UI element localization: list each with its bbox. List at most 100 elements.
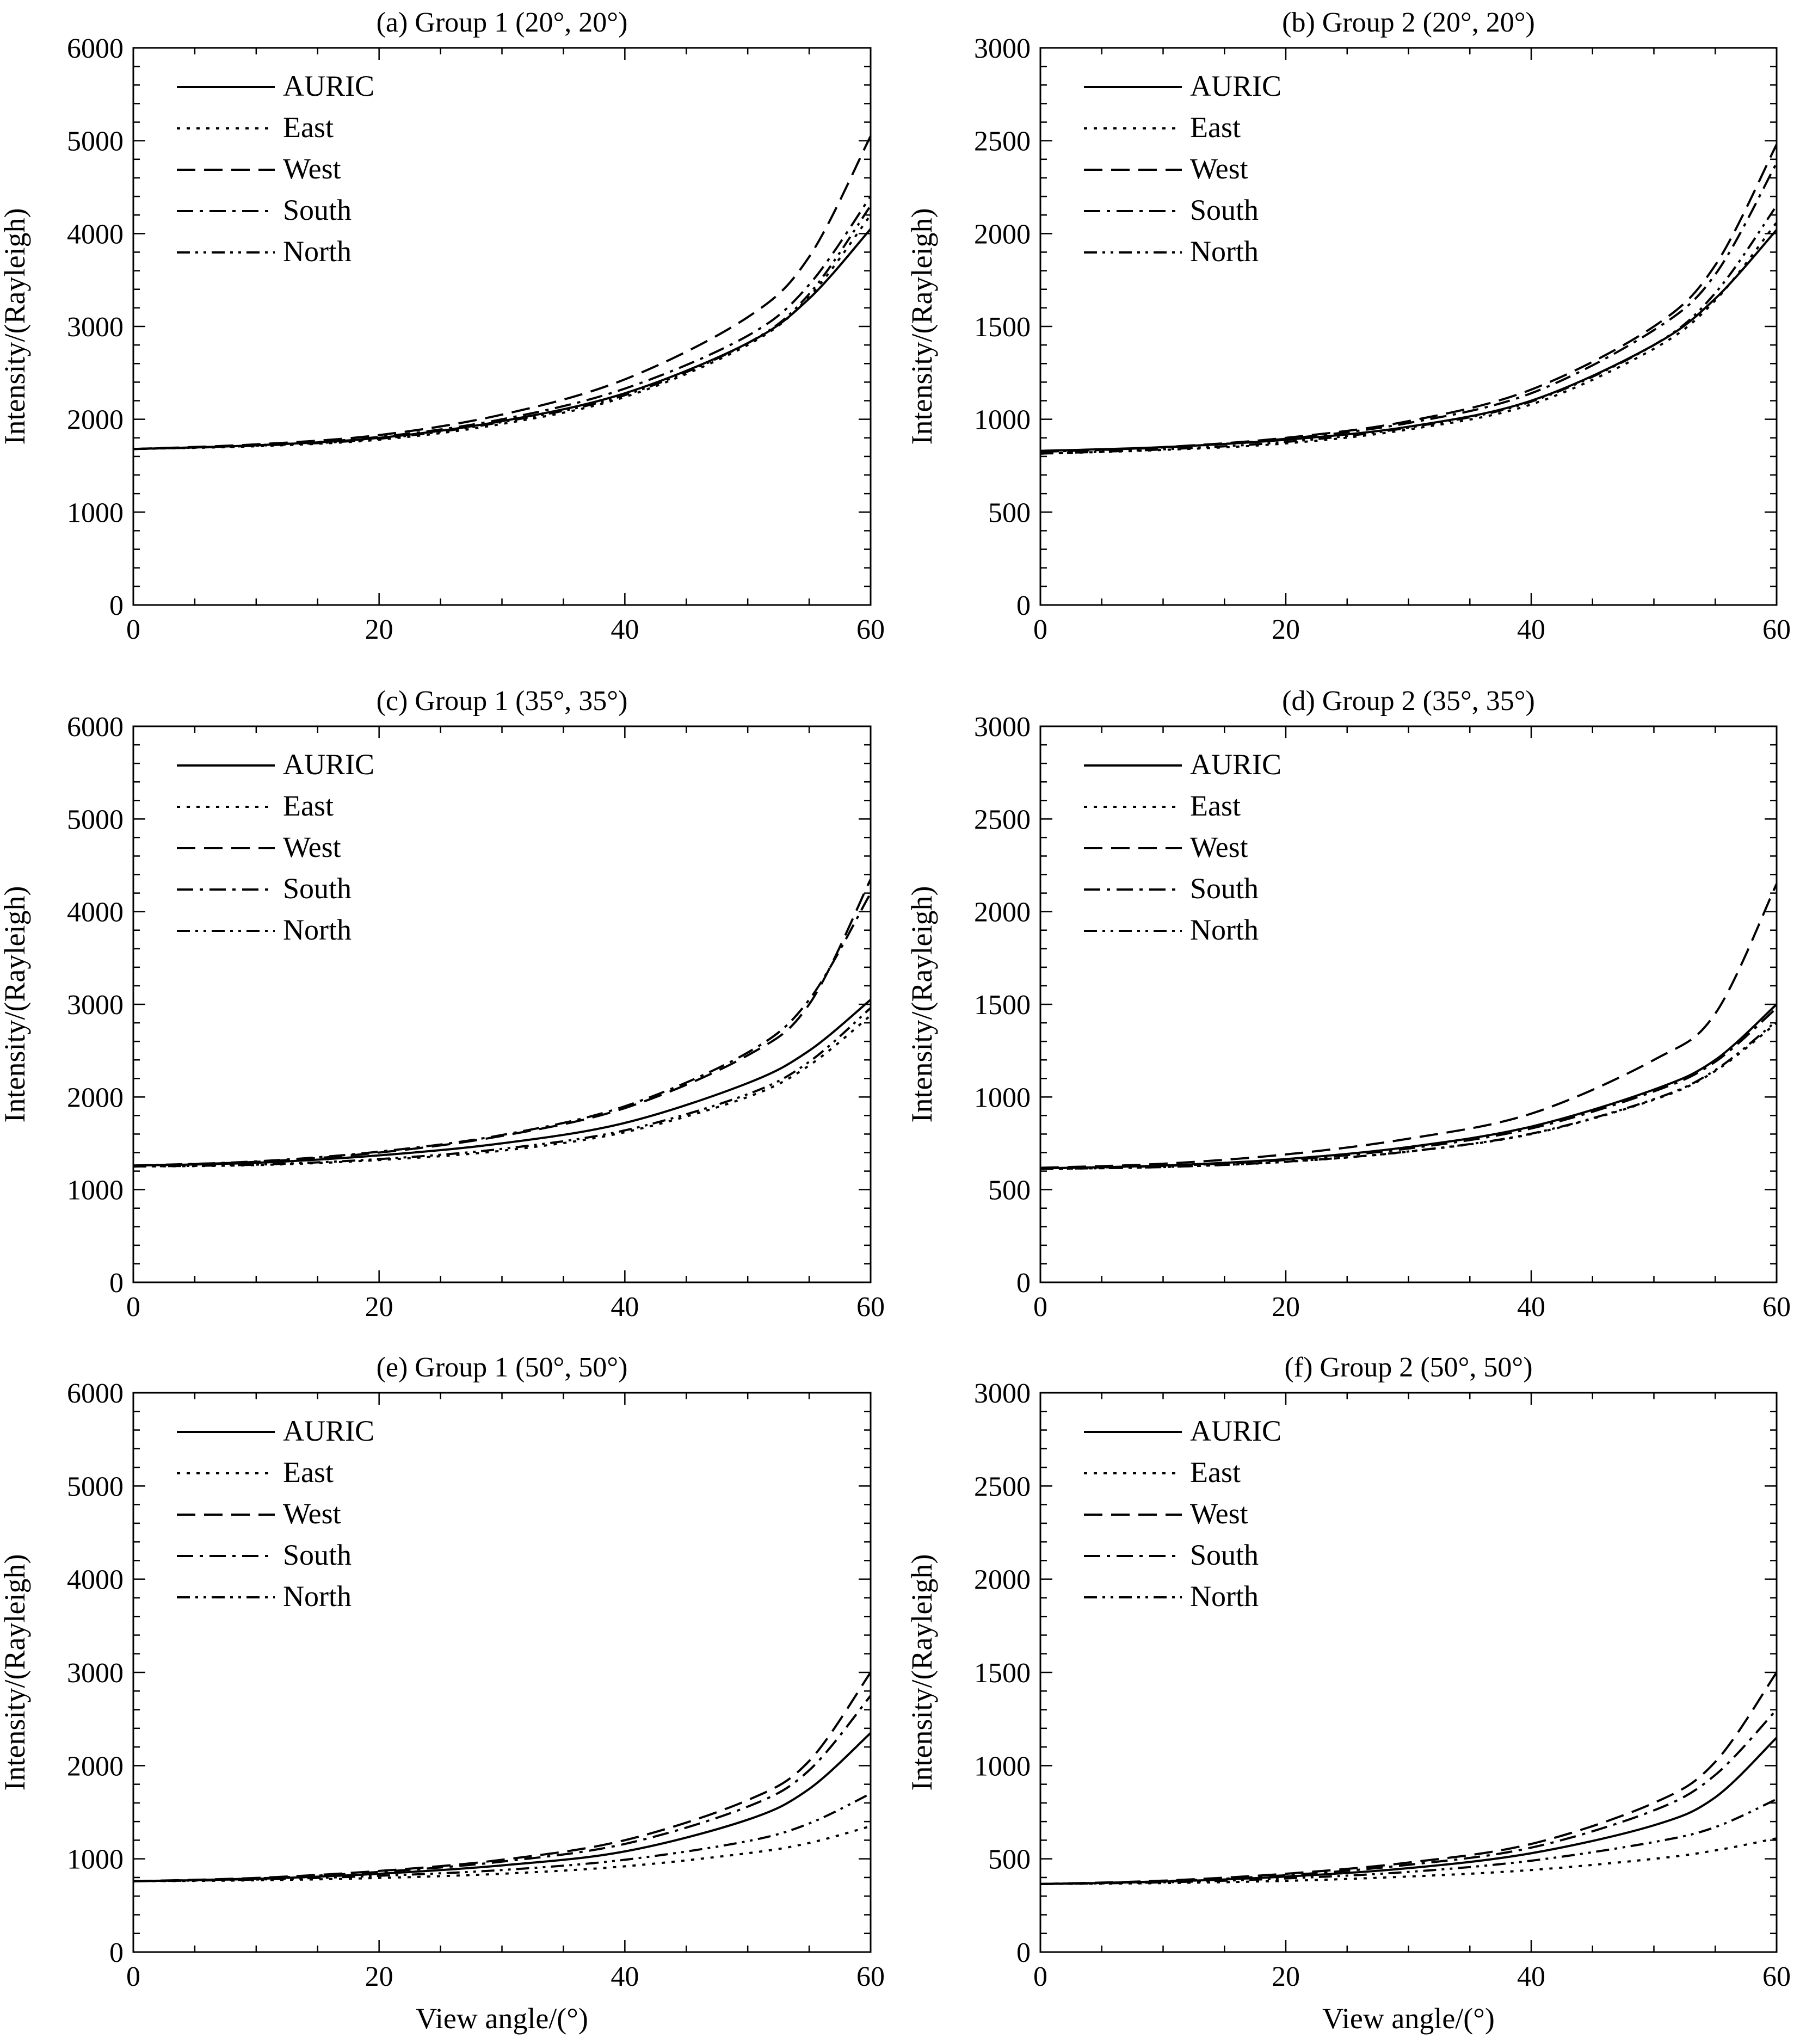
legend-label: South xyxy=(283,194,352,226)
series-line-north xyxy=(133,1007,872,1168)
x-tick-label: 0 xyxy=(1033,1292,1047,1323)
y-tick-label: 2000 xyxy=(67,1751,124,1782)
y-tick-label: 500 xyxy=(988,497,1031,528)
y-tick-label: 1500 xyxy=(974,312,1031,343)
y-tick-label: 2000 xyxy=(974,897,1031,928)
x-tick-label: 0 xyxy=(1033,614,1047,645)
x-tick-label: 40 xyxy=(1517,1961,1545,1992)
plot-frame xyxy=(1039,47,1778,606)
panel-b: (b) Group 2 (20°, 20°) 0 20 40 60 0 500 1000 150… xyxy=(905,7,1791,645)
x-tick-label: 40 xyxy=(611,1292,639,1323)
y-tick-label: 2500 xyxy=(974,804,1031,835)
legend-label: East xyxy=(283,111,334,144)
series-line-north xyxy=(133,1792,871,1882)
panel-title: (e) Group 1 (50°, 50°) xyxy=(377,1352,628,1383)
y-tick-label: 0 xyxy=(1016,590,1031,621)
y-tick-label: 2000 xyxy=(67,1082,124,1113)
x-axis-label: View angle/(°) xyxy=(1322,2002,1495,2035)
series-line-west xyxy=(1040,883,1778,1169)
x-tick-label: 20 xyxy=(1272,1961,1300,1992)
y-tick-label: 1000 xyxy=(67,1175,124,1206)
series-group xyxy=(1040,1671,1778,1885)
legend-label: North xyxy=(1190,1580,1259,1613)
y-tick-label: 5000 xyxy=(67,804,124,835)
legend-label: West xyxy=(1190,831,1248,863)
series-line-east xyxy=(1040,1837,1777,1885)
y-tick-label: 1500 xyxy=(974,1658,1031,1689)
legend: AURIC East West South North xyxy=(1084,748,1281,946)
series-line-south xyxy=(1040,162,1778,453)
series-line-auric xyxy=(1040,229,1778,452)
legend-label: West xyxy=(1190,152,1248,185)
y-axis: 0 500 1000 1500 2000 2500 3000 xyxy=(974,1378,1777,1968)
y-axis: 0 1000 2000 3000 4000 5000 6000 xyxy=(67,1378,871,1968)
legend-label: AURIC xyxy=(1190,70,1281,102)
y-tick-label: 500 xyxy=(988,1175,1031,1206)
x-tick-label: 20 xyxy=(1272,1292,1300,1323)
y-tick-label: 2500 xyxy=(974,126,1031,157)
x-axis-label: View angle/(°) xyxy=(416,2002,588,2035)
series-group xyxy=(133,1671,872,1882)
x-axis: 0 20 40 60 xyxy=(126,48,885,645)
legend-label: South xyxy=(1190,872,1259,905)
x-tick-label: 60 xyxy=(856,614,885,645)
legend-label: North xyxy=(1190,913,1259,946)
legend-label: West xyxy=(1190,1497,1248,1530)
series-line-north xyxy=(133,205,872,450)
panel-d: (d) Group 2 (35°, 35°) 0 20 40 60 0 500 1000 150… xyxy=(905,686,1791,1323)
series-group xyxy=(1040,883,1778,1170)
y-axis-label: Intensity/(Rayleigh) xyxy=(905,886,938,1123)
plot-frame xyxy=(132,1392,872,1953)
legend-label: South xyxy=(1190,194,1259,226)
legend-label: South xyxy=(283,872,352,905)
series-line-east xyxy=(1040,1022,1778,1170)
legend-label: AURIC xyxy=(283,748,374,781)
x-tick-label: 0 xyxy=(126,614,140,645)
y-tick-label: 0 xyxy=(109,590,124,621)
legend-label: East xyxy=(1190,1456,1241,1489)
x-axis: 0 20 40 60 xyxy=(1033,726,1791,1323)
panel-c: (c) Group 1 (35°, 35°) 0 20 40 60 0 1000 2000 30… xyxy=(0,686,885,1323)
legend-label: East xyxy=(1190,111,1241,144)
legend: AURIC East West South North xyxy=(1084,70,1281,268)
series-group xyxy=(1040,144,1778,455)
series-line-west xyxy=(133,1671,872,1882)
legend-label: AURIC xyxy=(283,70,374,102)
y-tick-label: 0 xyxy=(1016,1937,1031,1968)
series-line-east xyxy=(1040,221,1778,455)
y-axis-label: Intensity/(Rayleigh) xyxy=(905,1554,938,1791)
x-tick-label: 60 xyxy=(856,1292,885,1323)
legend-label: North xyxy=(1190,235,1259,268)
x-tick-label: 20 xyxy=(365,614,393,645)
y-tick-label: 6000 xyxy=(67,1378,124,1409)
panel-a: (a) Group 1 (20°, 20°) 0 20 40 60 0 1000 2000 30… xyxy=(0,7,885,645)
series-line-west xyxy=(133,135,872,450)
y-tick-label: 4000 xyxy=(67,897,124,928)
series-line-auric xyxy=(133,1732,872,1882)
series-line-south xyxy=(1040,1709,1778,1885)
y-tick-label: 5000 xyxy=(67,126,124,157)
plot-frame xyxy=(132,47,872,606)
series-line-auric xyxy=(133,228,872,450)
y-tick-label: 4000 xyxy=(67,219,124,250)
legend-label: North xyxy=(283,1580,352,1613)
x-tick-label: 20 xyxy=(365,1961,393,1992)
x-tick-label: 20 xyxy=(1272,614,1300,645)
series-group xyxy=(133,879,872,1168)
y-axis: 0 1000 2000 3000 4000 5000 6000 xyxy=(67,712,871,1299)
y-tick-label: 0 xyxy=(109,1268,124,1299)
y-tick-label: 2000 xyxy=(974,219,1031,250)
plot-frame xyxy=(132,725,872,1283)
y-tick-label: 1000 xyxy=(67,1844,124,1875)
x-tick-label: 40 xyxy=(611,1961,639,1992)
series-line-west xyxy=(1040,1671,1778,1885)
x-tick-label: 40 xyxy=(611,614,639,645)
legend-label: West xyxy=(283,831,341,863)
y-tick-label: 1000 xyxy=(67,497,124,528)
y-tick-label: 3000 xyxy=(67,990,124,1021)
panel-f: (f) Group 2 (50°, 50°) 0 20 40 60 0 500 1000 150… xyxy=(905,1352,1791,2035)
y-axis-label: Intensity/(Rayleigh) xyxy=(0,1554,31,1791)
y-axis-label: Intensity/(Rayleigh) xyxy=(0,886,31,1123)
y-tick-label: 500 xyxy=(988,1844,1031,1875)
